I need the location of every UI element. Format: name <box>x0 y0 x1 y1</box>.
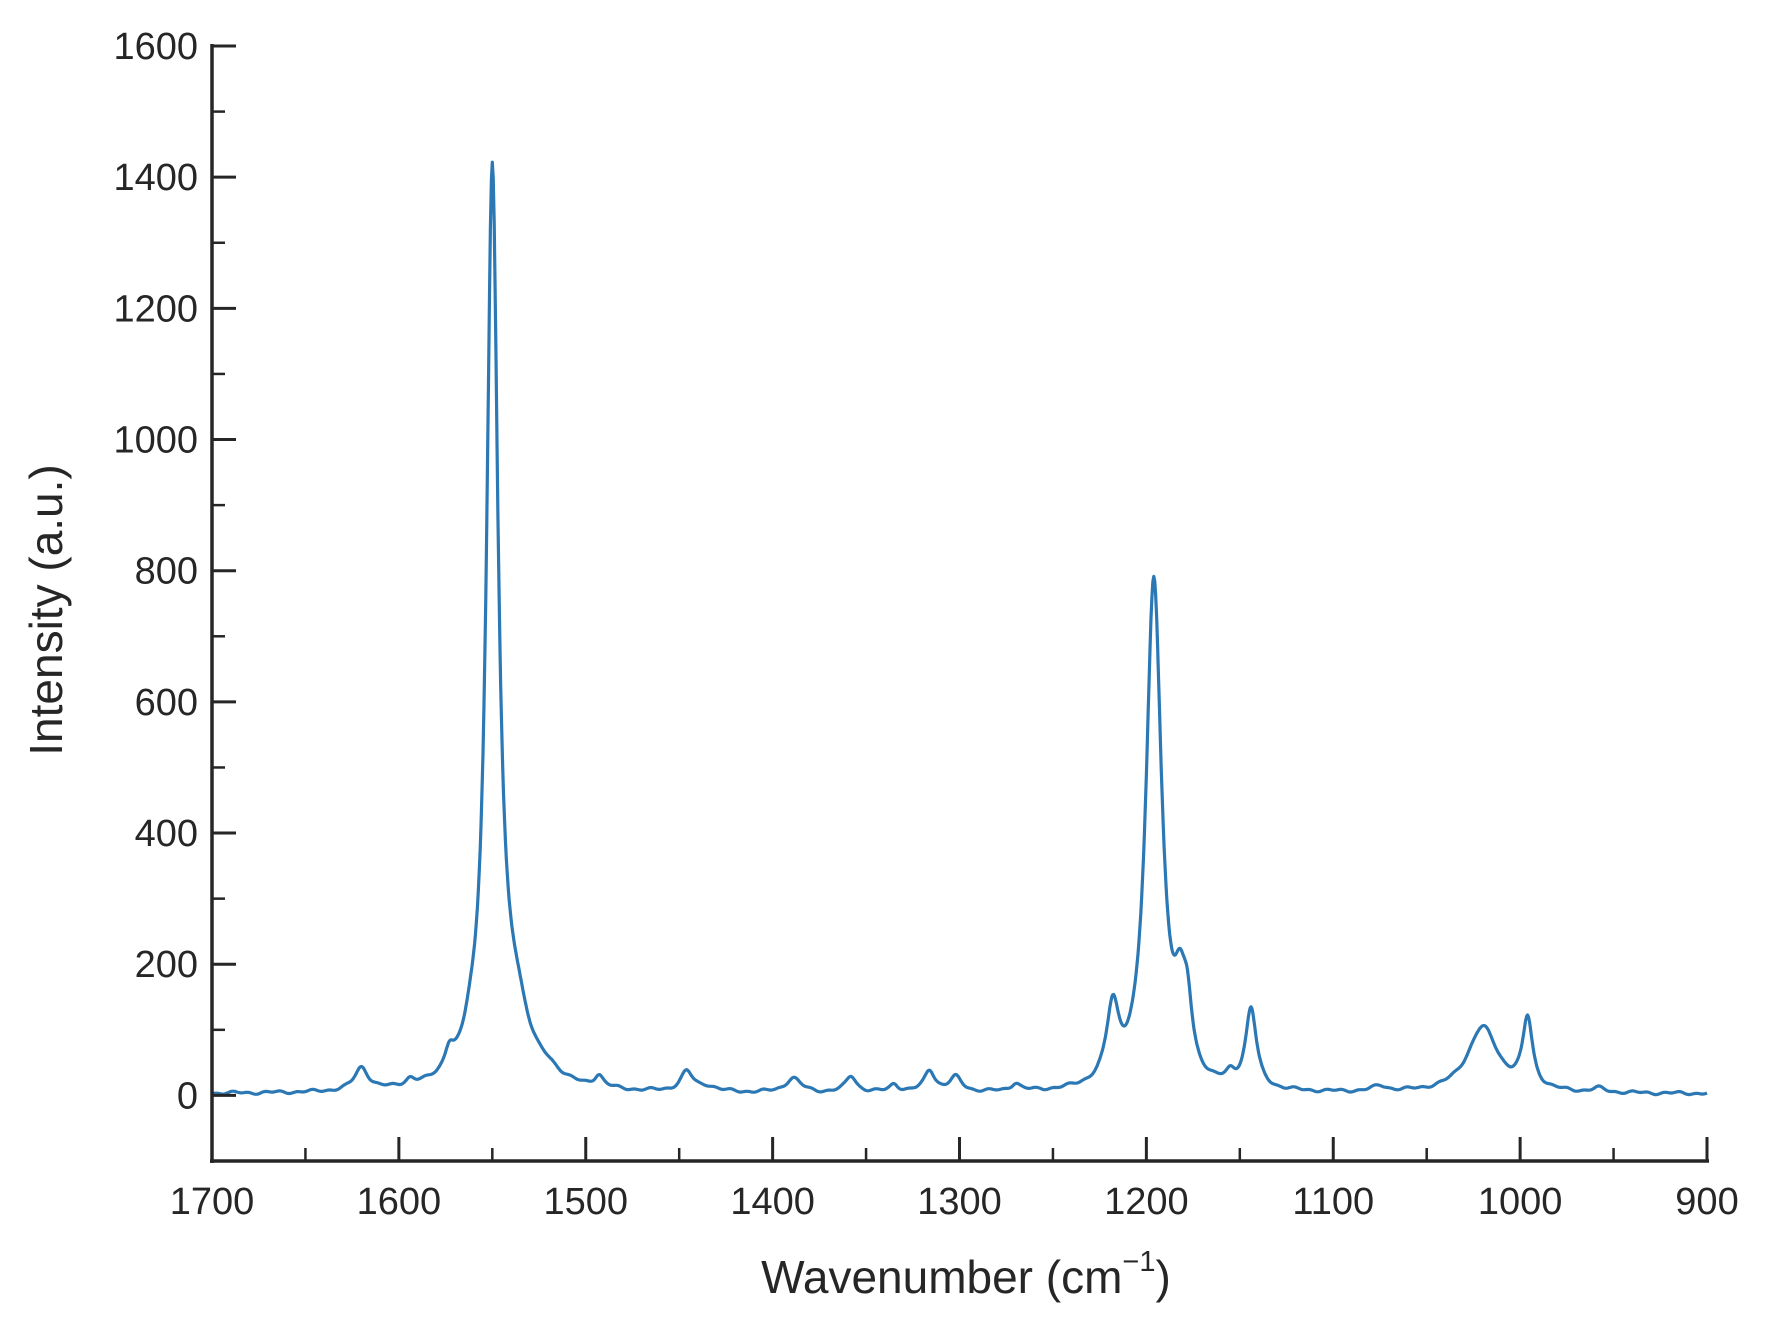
y-tick-label: 800 <box>135 551 198 593</box>
x-tick-label: 900 <box>1675 1181 1738 1223</box>
y-tick-label: 400 <box>135 813 198 855</box>
x-tick-label: 1100 <box>1292 1181 1374 1223</box>
x-axis-title: Wavenumber (cm−1) <box>761 1246 1171 1303</box>
x-tick-label: 1200 <box>1104 1181 1189 1223</box>
x-tick-label: 1000 <box>1478 1181 1563 1223</box>
y-tick-label: 0 <box>177 1075 198 1117</box>
y-tick-label: 1000 <box>113 420 198 462</box>
x-tick-label: 1600 <box>357 1181 442 1223</box>
axes-layer: 0 200 400 600 800 1000 1200 1400 1600 1700 1600 150… <box>113 26 1738 1223</box>
plot-layer <box>211 160 1708 1097</box>
spectrum-line <box>211 160 1708 1097</box>
x-axis-title-main: Wavenumber (cm <box>761 1251 1122 1303</box>
y-tick-label: 600 <box>135 682 198 724</box>
y-tick-label: 1200 <box>113 288 198 330</box>
y-tick-label: 200 <box>135 944 198 986</box>
x-tick-label: 1400 <box>730 1181 815 1223</box>
x-tick-label: 1700 <box>170 1181 255 1223</box>
y-tick-label: 1400 <box>113 157 198 199</box>
x-tick-label: 1500 <box>543 1181 628 1223</box>
y-tick-label: 1600 <box>113 26 198 68</box>
x-axis-title-superscript: −1 <box>1122 1246 1155 1278</box>
y-axis-title: Intensity (a.u.) <box>20 464 72 755</box>
x-tick-label: 1300 <box>917 1181 1002 1223</box>
x-axis-title-end: ) <box>1156 1251 1171 1303</box>
